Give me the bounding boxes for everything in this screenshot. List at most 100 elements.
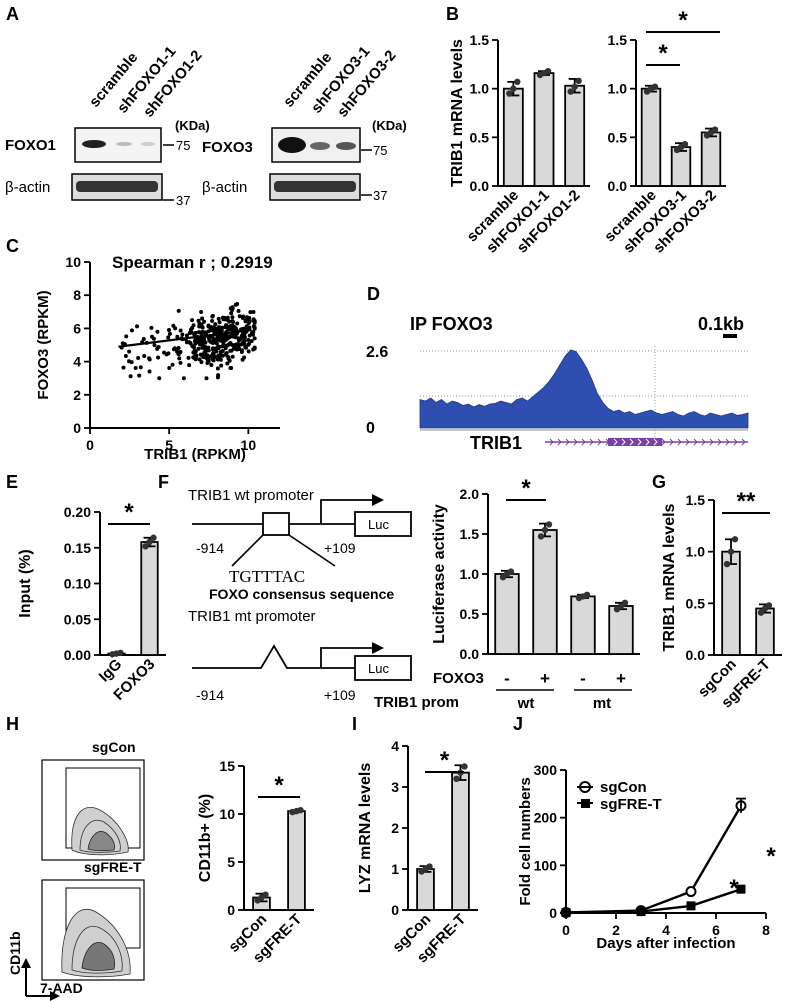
scatter-point [133,366,138,371]
scatter-point [217,354,222,359]
strand-arrow [717,438,722,446]
data-point [571,83,578,90]
strand-arrow [613,438,618,446]
scatter-point [210,327,215,332]
series-marker-filled [636,907,646,917]
scatter-point [128,374,133,379]
mt-promoter-label: TRIB1 mt promoter [188,608,316,625]
scatter-point [178,360,183,365]
y-tick-label: 10 [65,254,81,270]
consensus-label: FOXO consensus sequence [209,586,394,602]
bar [451,771,470,911]
scatter-point [187,340,192,345]
scatter-point [211,347,216,352]
y-tick-label: 2 [73,387,81,403]
strand-arrow [597,438,602,446]
scatter-point [225,361,230,366]
strand-arrow [557,438,562,446]
start-position-label: -914 [196,540,224,556]
end-position-label: +109 [324,687,356,703]
series-line [565,805,743,914]
scatter-point [127,349,132,354]
scatter-point [219,328,224,333]
scatter-point [210,319,215,324]
scatter-point [217,320,222,325]
scatter-point [247,341,252,346]
significance-mark: * [521,475,531,502]
foxo-site-box [262,512,290,536]
data-point [681,140,689,148]
y-tick-label: 1.5 [460,526,480,542]
scatter-point [167,331,172,336]
data-point [575,77,582,85]
data-point [262,891,269,898]
scatter-point [200,324,205,329]
panel-label-i: I [352,714,357,734]
luc-box [354,655,412,681]
scatter-point [155,329,160,334]
scatter-point [230,354,235,359]
y-tick-label: 0.0 [470,178,490,194]
scatter-point [252,336,257,341]
mw-75-label: 75 [373,143,387,158]
scatter-point [243,345,248,350]
y-tick-label: 0.0 [608,178,628,194]
panel-label-a: A [6,4,19,24]
scatter-point [239,348,244,353]
data-point [727,548,735,555]
scatter-point [236,308,241,313]
y-tick-label: 1.5 [608,32,628,48]
kda-label: (KDa) [372,118,407,133]
legend-label: sgFRE-T [600,796,662,813]
data-point [506,90,513,97]
scatter-point [231,346,236,351]
scatter-point [196,346,201,351]
scatter-point [223,336,228,341]
gene-exon [608,438,662,446]
flow-contour [71,925,123,974]
scatter-point [136,356,141,361]
significance-mark: ** [737,488,756,515]
scatter-point [188,327,193,332]
strand-arrow [573,438,578,446]
scatter-point [193,330,198,335]
chart-c-scatter: 0 2 4 6 8 10 0 5 10 Spearman r ; 0.2919 TRIB1 (RPK… [35,253,280,463]
scatter-point [252,318,257,323]
flow-cytometry-plots: sgCon sgFRE-T CD11b 7-AAD [7,739,145,1001]
x-axis-label: Days after infection [596,935,735,952]
significance-mark: * [440,747,450,774]
data-point [514,78,521,86]
scatter-point [137,373,142,378]
scatter-point [181,376,186,381]
y-tick-label: 1.0 [686,544,706,560]
prom-group-label: mt [593,695,611,712]
scatter-point [236,337,241,342]
promoter-deletion-line [192,644,355,669]
scatter-point [202,319,207,324]
y-tick-label: 2 [391,820,399,836]
scatter-point [187,330,192,335]
y-tick-label: 1.0 [470,81,490,97]
data-point [731,536,739,543]
foxo3-sign: - [580,669,586,688]
mw-37-label: 37 [176,193,190,208]
scatter-point [226,354,231,359]
y-tick-label: 0.15 [64,540,91,556]
scatter-point [252,325,257,330]
scatter-point [216,316,221,321]
scatter-point [233,326,238,331]
scatter-point [187,363,192,368]
data-point [621,599,629,606]
scatter-point [193,349,198,354]
kda-label: (KDa) [175,118,210,133]
foxo3-sign: + [540,669,550,688]
series-marker-filled [561,908,571,918]
x-tick-label: 6 [712,922,720,938]
luc-label: Luc [368,661,389,676]
mw-37-label: 37 [373,188,387,203]
blot-band [82,140,106,148]
scatter-point [225,316,230,321]
scatter-point [123,354,128,359]
